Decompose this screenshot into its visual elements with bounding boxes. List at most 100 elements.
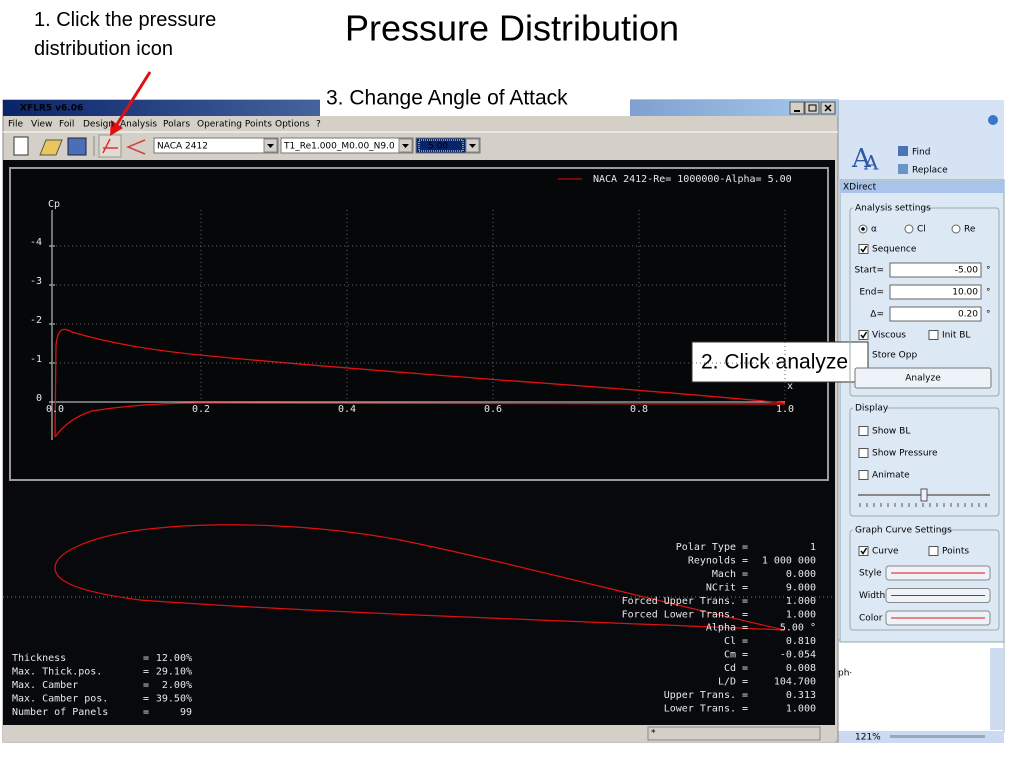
status-field	[647, 726, 821, 741]
unit: °	[986, 310, 991, 320]
menu-item[interactable]: File	[8, 120, 24, 130]
result-value: 0.000	[786, 569, 816, 580]
equals: =	[742, 663, 748, 674]
cp-upper-curve	[54, 328, 786, 438]
pressure-icon[interactable]	[98, 134, 122, 158]
menu-item[interactable]: Polars	[163, 120, 190, 130]
result-value: 1.000	[786, 596, 816, 607]
combo-value: 5.00	[428, 142, 448, 152]
input[interactable]	[889, 284, 982, 300]
analyze-button[interactable]	[854, 367, 992, 389]
y-tick-label: -3	[30, 276, 42, 287]
equals: =	[143, 653, 149, 664]
ribbon-button: Find	[912, 148, 930, 158]
cp-lower-curve	[54, 402, 786, 438]
equals: =	[742, 582, 748, 593]
status-text: *	[651, 729, 656, 739]
bl-icon[interactable]	[126, 139, 146, 155]
slide-title: Pressure Distribution	[345, 8, 679, 49]
checkbox[interactable]	[928, 330, 939, 340]
x-tick-label: 0.0	[46, 404, 64, 415]
check-mark	[860, 547, 868, 555]
checkbox[interactable]	[928, 546, 939, 556]
equals: =	[742, 623, 748, 634]
menu-item[interactable]: Analysis	[120, 120, 157, 130]
zoom-level: 121%	[855, 733, 881, 743]
unit: °	[986, 266, 991, 276]
result-value: 5.00 °	[780, 623, 816, 634]
input[interactable]	[889, 306, 982, 322]
y-axis-label: Cp	[48, 199, 60, 210]
group-label: Analysis settings	[855, 204, 931, 214]
checkbox-label: Sequence	[872, 245, 917, 255]
x-tick-label: 0.4	[338, 404, 356, 415]
panel-title: XDirect	[843, 183, 877, 193]
callout-wrap: 1. Click the pressure distribution icon	[34, 9, 217, 60]
field-value: 0.20	[958, 310, 978, 320]
arrow-head	[110, 120, 123, 136]
menu-item[interactable]: ?	[316, 120, 321, 130]
menu-item[interactable]: Design	[83, 120, 114, 130]
menu-item[interactable]: Options	[275, 120, 310, 130]
group-label: Graph Curve Settings	[855, 526, 952, 536]
menu-item[interactable]: Operating Points	[197, 120, 272, 130]
result-value: 0.810	[786, 636, 816, 647]
minimize-button[interactable]	[789, 101, 805, 115]
result-name: Cm	[724, 650, 736, 661]
radio[interactable]	[951, 224, 961, 234]
result-name: NCrit	[706, 582, 736, 593]
combo-box[interactable]	[280, 137, 414, 154]
checkbox[interactable]	[858, 546, 869, 556]
radio-label: α	[871, 225, 877, 235]
checkbox[interactable]	[858, 470, 869, 480]
word-ribbon	[838, 100, 1004, 180]
statusbar	[3, 725, 835, 742]
slider-thumb[interactable]	[920, 488, 928, 502]
word-scrollbar	[990, 648, 1003, 730]
checkbox-label: Points	[942, 547, 969, 557]
save-icon[interactable]	[67, 137, 87, 156]
document-text: ph·	[838, 669, 852, 679]
menu-item[interactable]: View	[31, 120, 52, 130]
input[interactable]	[889, 262, 982, 278]
equals: =	[143, 680, 149, 691]
window-title: XFLR5 v6.06	[20, 104, 83, 114]
result-name: Forced Lower Trans.	[622, 609, 736, 620]
property-value: 12.00%	[156, 653, 192, 664]
property-name: Number of Panels	[12, 707, 108, 718]
checkbox[interactable]	[858, 330, 869, 340]
callout: 1. Click the pressure distribution icon	[34, 9, 217, 60]
equals: =	[742, 703, 748, 714]
open-icon[interactable]	[39, 139, 63, 156]
checkbox[interactable]	[858, 426, 869, 436]
checkbox[interactable]	[858, 244, 869, 254]
x-tick-label: 0.6	[484, 404, 502, 415]
new-icon[interactable]	[13, 136, 29, 156]
combo-box[interactable]	[153, 137, 279, 154]
property-value: 2.00%	[162, 680, 192, 691]
ribbon-button: Replace	[912, 166, 948, 176]
x-tick-label: 0.8	[630, 404, 648, 415]
result-name: Upper Trans.	[664, 690, 736, 701]
combo-arrow-icon	[267, 144, 274, 148]
help-icon[interactable]	[988, 115, 998, 125]
property-name: Max. Thick.pos.	[12, 667, 102, 678]
equals: =	[742, 542, 748, 553]
arrow	[114, 71, 152, 127]
property-name: Thickness	[12, 653, 66, 664]
property-label: Color	[859, 614, 883, 624]
checkbox-label: Animate	[872, 471, 910, 481]
maximize-button[interactable]	[804, 101, 820, 115]
checkbox[interactable]	[858, 448, 869, 458]
result-name: Mach	[712, 569, 736, 580]
y-tick-label: -2	[30, 315, 42, 326]
icon	[824, 104, 832, 112]
zoom-slider[interactable]	[890, 735, 985, 738]
y-tick-label: -1	[30, 354, 42, 365]
group-box	[849, 207, 1000, 397]
callout-box	[691, 341, 869, 383]
radio[interactable]	[904, 224, 914, 234]
menu-item[interactable]: Foil	[59, 120, 74, 130]
result-name: L/D	[718, 677, 736, 688]
